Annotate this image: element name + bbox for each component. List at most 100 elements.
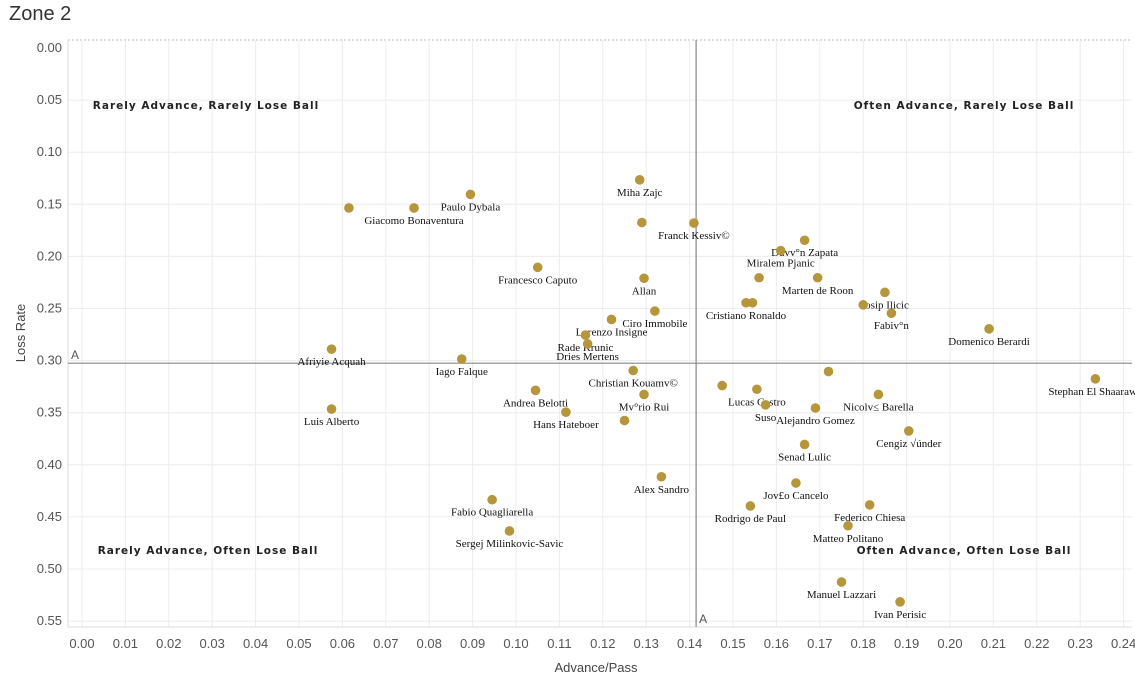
data-point — [717, 380, 727, 391]
y-tick-label: 0.20 — [37, 248, 62, 263]
data-point-label: Allan — [632, 285, 657, 297]
x-tick-label: 0.11 — [547, 636, 571, 651]
x-tick-label: 0.14 — [677, 636, 702, 651]
data-point — [984, 324, 994, 334]
data-point — [886, 308, 897, 318]
x-tick-label: 0.20 — [937, 636, 962, 651]
data-point — [754, 272, 764, 283]
data-point-label: Domenico Berardi — [948, 336, 1030, 348]
x-tick-label: 0.10 — [503, 636, 528, 651]
data-point — [895, 597, 905, 607]
x-tick-label: 0.16 — [764, 636, 789, 651]
x-tick-label: 0.09 — [460, 636, 485, 651]
data-point-label: Federico Chiesa — [834, 512, 905, 524]
data-point — [799, 235, 810, 246]
y-tick-label: 0.10 — [37, 144, 62, 159]
data-point — [606, 314, 617, 325]
data-point — [823, 366, 834, 377]
data-point-label: Duvv°n Zapata — [771, 247, 838, 259]
data-point — [689, 218, 699, 228]
y-tick-label: 0.35 — [37, 405, 62, 420]
data-point-label: Senad Lulic — [778, 451, 831, 463]
data-point — [504, 526, 515, 536]
x-tick-label: 0.00 — [69, 636, 94, 651]
data-point — [561, 407, 571, 417]
data-point-label: Rodrigo de Paul — [715, 513, 787, 525]
x-tick-label: 0.07 — [373, 636, 398, 651]
x-tick-label: 0.23 — [1068, 636, 1093, 651]
data-point-label: Francesco Caputo — [498, 274, 578, 286]
data-point-label: Josip Ilicic — [861, 299, 909, 311]
data-point — [810, 403, 821, 413]
data-point — [864, 500, 875, 510]
data-point — [858, 300, 868, 310]
y-tick-label: 0.30 — [37, 353, 62, 368]
data-point — [639, 273, 649, 284]
data-point-label: Miralem Pjanic — [747, 258, 815, 270]
data-point — [326, 404, 337, 414]
data-point-label: Matteo Politano — [813, 533, 884, 545]
reference-line-label: A — [699, 612, 707, 626]
x-tick-label: 0.15 — [720, 636, 745, 651]
data-point — [582, 339, 593, 349]
data-point-label: Nicolv≤ Barella — [843, 401, 914, 413]
x-tick-label: 0.19 — [894, 636, 919, 651]
data-point — [532, 262, 543, 273]
y-tick-label: 0.00 — [37, 40, 62, 55]
data-point-label: Cengiz √únder — [876, 438, 941, 450]
data-point — [637, 217, 647, 228]
data-point — [791, 478, 801, 488]
data-point-label: Christian Kouamv© — [589, 377, 678, 389]
x-tick-label: 0.05 — [286, 636, 311, 651]
x-tick-label: 0.24 — [1111, 636, 1135, 651]
y-tick-label: 0.50 — [37, 561, 62, 576]
data-point — [639, 389, 649, 400]
y-axis-title: Loss Rate — [13, 304, 28, 363]
data-point-label: Ivan Perisic — [874, 609, 926, 621]
data-point-label: Mv°rio Rui — [619, 401, 670, 413]
x-tick-label: 0.17 — [807, 636, 832, 651]
y-tick-label: 0.40 — [37, 457, 62, 472]
data-point — [580, 330, 591, 340]
x-tick-label: 0.21 — [981, 636, 1006, 651]
data-point-label: Alex Sandro — [634, 484, 690, 496]
x-tick-label: 0.08 — [417, 636, 442, 651]
data-point — [619, 415, 630, 426]
data-point-label: Dries Mertens — [556, 351, 619, 363]
data-point-label: Ciro Immobile — [622, 318, 687, 330]
data-point — [873, 389, 884, 400]
y-tick-label: 0.45 — [37, 509, 62, 524]
data-point — [456, 354, 467, 364]
data-point — [812, 272, 823, 283]
data-point-label: Giacomo Bonaventura — [364, 215, 463, 227]
data-point-label: Marten de Roon — [782, 285, 854, 297]
x-tick-label: 0.02 — [156, 636, 181, 651]
x-tick-label: 0.03 — [200, 636, 225, 651]
x-tick-label: 0.18 — [851, 636, 876, 651]
data-point — [326, 344, 337, 354]
data-point-label: Luis Alberto — [304, 416, 360, 428]
chart-title: Zone 2 — [9, 3, 72, 25]
y-tick-label: 0.55 — [37, 613, 62, 628]
data-point — [752, 384, 762, 395]
data-point-label: Fabiv°n — [874, 320, 909, 332]
data-point — [843, 520, 853, 531]
y-tick-label: 0.15 — [37, 196, 62, 211]
data-point — [903, 426, 914, 436]
data-point — [628, 365, 638, 376]
reference-line-label: A — [71, 348, 79, 362]
data-point-label: Fabio Quagliarella — [451, 507, 533, 519]
data-point-label: Miha Zajc — [617, 187, 663, 199]
data-point-label: Lucas Castro — [728, 396, 786, 408]
x-axis-title: Advance/Pass — [554, 660, 638, 675]
data-point-label: Iago Falque — [436, 366, 488, 378]
data-point — [487, 494, 497, 505]
data-point-label: Hans Hateboer — [533, 419, 599, 431]
data-point-label: Suso — [755, 412, 777, 424]
y-tick-label: 0.25 — [37, 301, 62, 316]
data-point — [747, 297, 758, 308]
data-point — [775, 245, 786, 256]
x-tick-label: 0.04 — [243, 636, 268, 651]
data-point — [836, 577, 847, 587]
